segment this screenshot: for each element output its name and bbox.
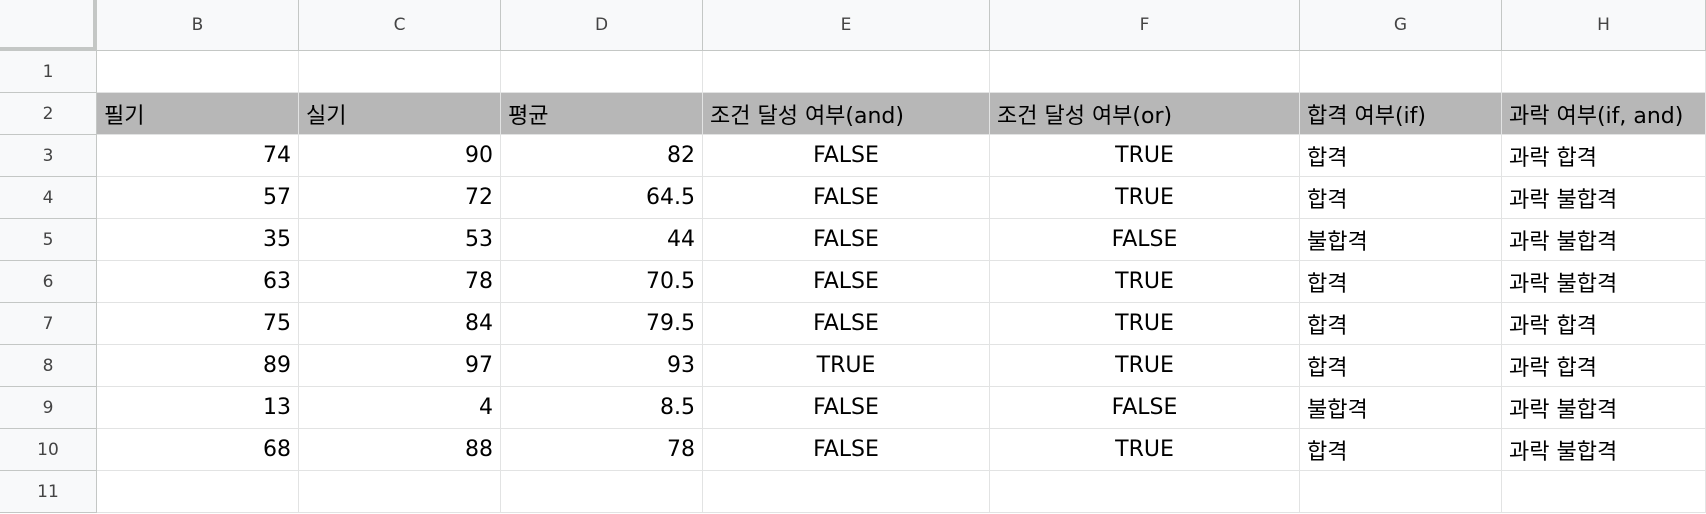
cell[interactable]: FALSE — [990, 219, 1300, 261]
row-header[interactable]: 5 — [0, 219, 97, 261]
cell[interactable]: 과락 불합격 — [1502, 261, 1706, 303]
cell[interactable] — [1300, 471, 1502, 513]
cell[interactable]: 불합격 — [1300, 219, 1502, 261]
cell[interactable]: 과락 불합격 — [1502, 387, 1706, 429]
header-cell[interactable]: 필기 — [97, 93, 299, 135]
cell[interactable]: 93 — [501, 345, 703, 387]
column-header[interactable]: F — [990, 0, 1300, 51]
cell[interactable] — [299, 471, 501, 513]
cell[interactable]: 64.5 — [501, 177, 703, 219]
cell[interactable]: 44 — [501, 219, 703, 261]
cell[interactable]: 74 — [97, 135, 299, 177]
cell[interactable] — [1502, 51, 1706, 93]
cell[interactable] — [990, 51, 1300, 93]
row-header[interactable]: 9 — [0, 387, 97, 429]
cell[interactable] — [97, 51, 299, 93]
cell[interactable]: 과락 불합격 — [1502, 177, 1706, 219]
row-header[interactable]: 4 — [0, 177, 97, 219]
cell[interactable]: FALSE — [703, 135, 990, 177]
column-header[interactable]: C — [299, 0, 501, 51]
cell[interactable]: FALSE — [703, 261, 990, 303]
cell[interactable] — [990, 471, 1300, 513]
cell[interactable]: 합격 — [1300, 345, 1502, 387]
cell[interactable]: 합격 — [1300, 303, 1502, 345]
cell[interactable] — [501, 51, 703, 93]
row-header[interactable]: 10 — [0, 429, 97, 471]
cell[interactable]: TRUE — [990, 345, 1300, 387]
cell[interactable]: 88 — [299, 429, 501, 471]
cell[interactable]: TRUE — [990, 261, 1300, 303]
header-cell[interactable]: 합격 여부(if) — [1300, 93, 1502, 135]
cell[interactable]: 89 — [97, 345, 299, 387]
row-header[interactable]: 8 — [0, 345, 97, 387]
cell[interactable]: 합격 — [1300, 135, 1502, 177]
row-header[interactable]: 11 — [0, 471, 97, 513]
cell[interactable]: 13 — [97, 387, 299, 429]
cell[interactable]: FALSE — [990, 387, 1300, 429]
row-header[interactable]: 1 — [0, 51, 97, 93]
header-cell[interactable]: 과락 여부(if, and) — [1502, 93, 1706, 135]
row-header[interactable]: 2 — [0, 93, 97, 135]
cell[interactable]: 82 — [501, 135, 703, 177]
cell[interactable] — [97, 471, 299, 513]
cell[interactable]: 과락 불합격 — [1502, 429, 1706, 471]
cell[interactable]: FALSE — [703, 303, 990, 345]
cell[interactable]: 84 — [299, 303, 501, 345]
cell[interactable]: TRUE — [990, 177, 1300, 219]
cell[interactable] — [703, 51, 990, 93]
cell[interactable]: FALSE — [703, 429, 990, 471]
column-header[interactable]: E — [703, 0, 990, 51]
cell[interactable]: 35 — [97, 219, 299, 261]
cell[interactable]: 79.5 — [501, 303, 703, 345]
cell[interactable]: 합격 — [1300, 177, 1502, 219]
cell[interactable]: 합격 — [1300, 261, 1502, 303]
cell[interactable]: FALSE — [703, 387, 990, 429]
row-header[interactable]: 7 — [0, 303, 97, 345]
cell[interactable]: 63 — [97, 261, 299, 303]
cell[interactable]: 78 — [501, 429, 703, 471]
cell[interactable]: 합격 — [1300, 429, 1502, 471]
cell[interactable]: 70.5 — [501, 261, 703, 303]
cell[interactable]: 과락 합격 — [1502, 303, 1706, 345]
cell[interactable]: 75 — [97, 303, 299, 345]
header-cell[interactable]: 실기 — [299, 93, 501, 135]
cell[interactable]: TRUE — [703, 345, 990, 387]
cell[interactable]: 57 — [97, 177, 299, 219]
corner[interactable] — [0, 0, 97, 51]
cell[interactable]: 90 — [299, 135, 501, 177]
cell[interactable]: 4 — [299, 387, 501, 429]
cell[interactable]: TRUE — [990, 303, 1300, 345]
cell[interactable]: 97 — [299, 345, 501, 387]
column-header[interactable]: D — [501, 0, 703, 51]
row-header[interactable]: 3 — [0, 135, 97, 177]
cell[interactable]: 과락 불합격 — [1502, 219, 1706, 261]
cell[interactable] — [1502, 471, 1706, 513]
cell[interactable]: 과락 합격 — [1502, 345, 1706, 387]
cell[interactable]: TRUE — [990, 429, 1300, 471]
cell[interactable] — [703, 471, 990, 513]
header-cell[interactable]: 평균 — [501, 93, 703, 135]
cell[interactable]: TRUE — [990, 135, 1300, 177]
cell[interactable] — [1300, 51, 1502, 93]
cell[interactable]: 과락 합격 — [1502, 135, 1706, 177]
cell[interactable] — [299, 51, 501, 93]
cell[interactable]: FALSE — [703, 177, 990, 219]
cell[interactable]: 불합격 — [1300, 387, 1502, 429]
cell[interactable]: 53 — [299, 219, 501, 261]
row-header[interactable]: 6 — [0, 261, 97, 303]
cell[interactable]: 8.5 — [501, 387, 703, 429]
cell[interactable]: 72 — [299, 177, 501, 219]
cell[interactable]: FALSE — [703, 219, 990, 261]
column-header[interactable]: H — [1502, 0, 1706, 51]
cell[interactable]: 78 — [299, 261, 501, 303]
header-cell[interactable]: 조건 달성 여부(and) — [703, 93, 990, 135]
column-header[interactable]: G — [1300, 0, 1502, 51]
column-header[interactable]: B — [97, 0, 299, 51]
cell[interactable]: 68 — [97, 429, 299, 471]
cell[interactable] — [501, 471, 703, 513]
header-cell[interactable]: 조건 달성 여부(or) — [990, 93, 1300, 135]
